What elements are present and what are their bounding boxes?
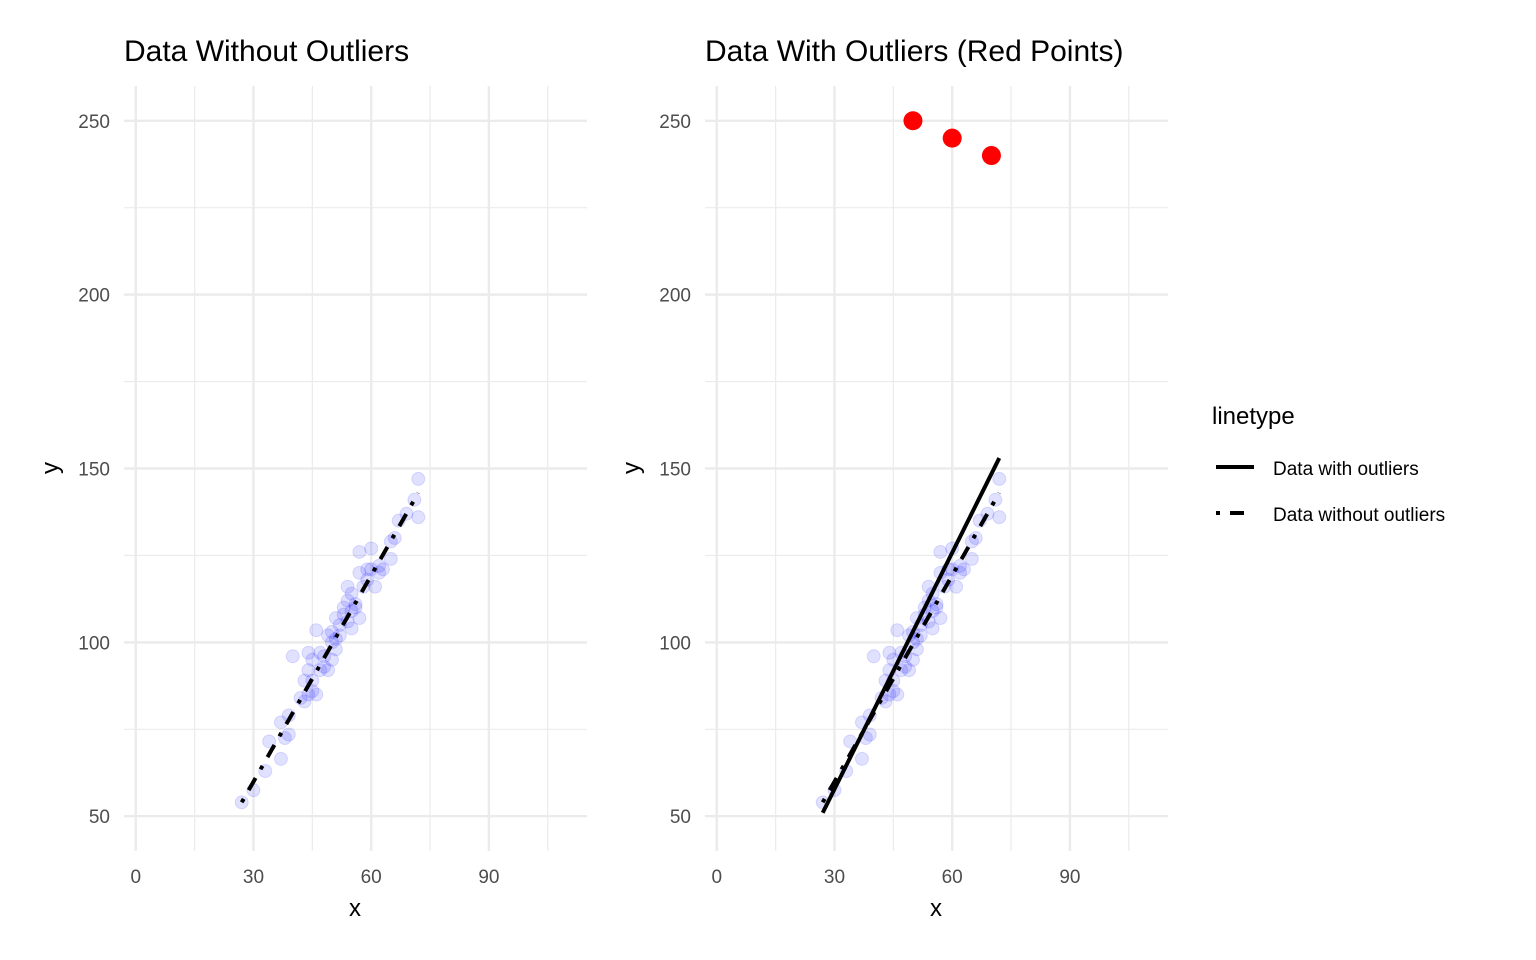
x-tick-label: 90 (478, 867, 499, 888)
data-point (902, 663, 917, 678)
data-point (933, 611, 948, 626)
data-point (324, 635, 339, 650)
outlier-point (942, 128, 962, 148)
data-point (328, 631, 343, 646)
panel-without-outliers: 0 30 60 90 50 100 150 200 250 Data Without Outli… (37, 35, 587, 922)
outlier-point (903, 111, 923, 131)
legend-label: Data without outliers (1273, 505, 1445, 526)
data-marks (234, 471, 426, 810)
legend: linetype Data with outliers Data without… (1212, 403, 1445, 526)
data-point (344, 621, 359, 636)
gridlines (124, 86, 587, 851)
x-tick-label: 0 (130, 867, 141, 888)
data-point (905, 652, 920, 667)
data-point (328, 611, 343, 626)
data-point (301, 663, 316, 678)
x-tick-label: 0 (711, 867, 722, 888)
y-axis-label: y (37, 462, 64, 474)
y-tick-label: 250 (659, 112, 691, 133)
fit-lines (820, 457, 1002, 814)
data-point (321, 663, 336, 678)
x-tick-label: 30 (243, 867, 264, 888)
data-point (340, 579, 355, 594)
data-point (273, 751, 288, 766)
gridlines (705, 86, 1168, 851)
y-tick-label: 150 (659, 460, 691, 481)
fit-line-without-outliers (239, 491, 421, 804)
legend-item-with-outliers: Data with outliers (1216, 459, 1419, 480)
data-point (321, 628, 336, 643)
data-point (364, 562, 379, 577)
data-point (336, 600, 351, 615)
data-point (340, 593, 355, 608)
data-point (309, 687, 324, 702)
data-point (285, 649, 300, 664)
x-tick-label: 90 (1059, 867, 1080, 888)
legend-title: linetype (1212, 403, 1295, 430)
data-point (352, 544, 367, 559)
data-point (933, 544, 948, 559)
data-point (890, 623, 905, 638)
y-tick-label: 50 (89, 807, 110, 828)
data-point (949, 579, 964, 594)
data-point (364, 541, 379, 556)
panel-with-outliers: 0 30 60 90 50 100 150 200 250 Data With Outliers… (618, 35, 1168, 922)
fit-line-without-outliers (820, 491, 1002, 804)
data-point (913, 628, 928, 643)
data-point (301, 645, 316, 660)
data-point (866, 649, 881, 664)
data-point (925, 621, 940, 636)
data-point (411, 510, 426, 525)
y-axis-label: y (618, 462, 645, 474)
data-point (992, 471, 1007, 486)
tick-labels: 0 30 60 90 50 100 150 200 250 (659, 112, 1080, 888)
data-point (332, 628, 347, 643)
legend-item-without-outliers: Data without outliers (1216, 505, 1445, 526)
y-tick-label: 50 (670, 807, 691, 828)
y-tick-label: 250 (78, 112, 110, 133)
data-point (882, 645, 897, 660)
y-tick-label: 200 (78, 286, 110, 307)
panel-title: Data Without Outliers (124, 35, 409, 68)
data-point (352, 611, 367, 626)
data-point (305, 652, 320, 667)
data-point (383, 551, 398, 566)
y-tick-label: 150 (78, 460, 110, 481)
data-point (344, 586, 359, 601)
data-point (854, 751, 869, 766)
y-tick-label: 100 (78, 633, 110, 654)
x-tick-label: 30 (824, 867, 845, 888)
data-point (352, 565, 367, 580)
x-axis-label: x (349, 895, 361, 922)
tick-labels: 0 30 60 90 50 100 150 200 250 (78, 112, 499, 888)
data-point (411, 471, 426, 486)
x-tick-label: 60 (361, 867, 382, 888)
outlier-point (981, 146, 1001, 166)
x-axis-label: x (930, 895, 942, 922)
data-point (309, 623, 324, 638)
data-point (324, 652, 339, 667)
y-tick-label: 100 (659, 633, 691, 654)
data-point (281, 727, 296, 742)
fit-lines (239, 491, 421, 804)
panel-title: Data With Outliers (Red Points) (705, 35, 1123, 68)
y-tick-label: 200 (659, 286, 691, 307)
data-point (368, 579, 383, 594)
data-point (964, 551, 979, 566)
data-point (890, 687, 905, 702)
legend-label: Data with outliers (1273, 459, 1419, 480)
x-tick-label: 60 (942, 867, 963, 888)
data-point (992, 510, 1007, 525)
